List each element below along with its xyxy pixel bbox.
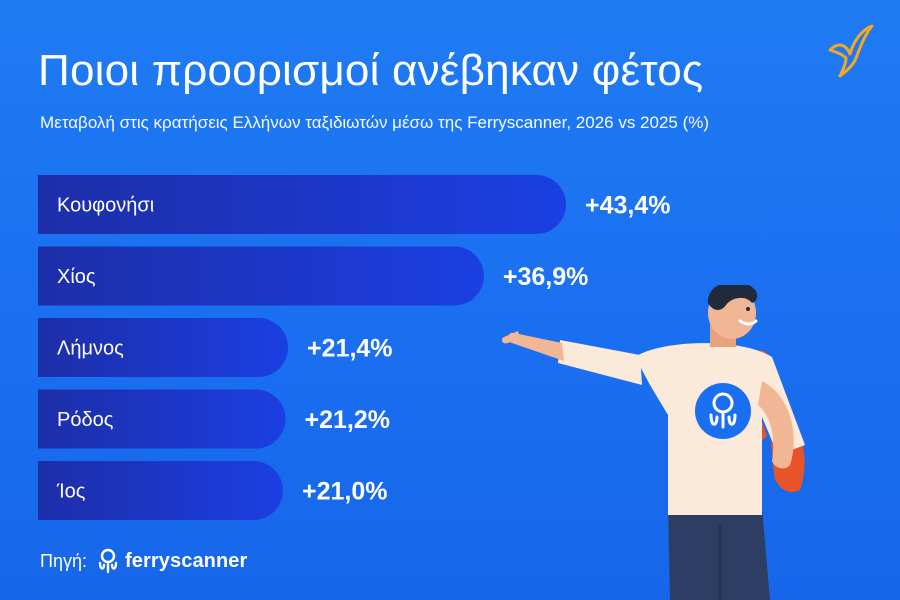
bar-0 [38,175,566,234]
category-label: Χίος [57,266,96,288]
bar-2 [38,318,289,377]
seagull-icon [828,24,874,78]
pointing-man-icon [501,285,805,600]
category-label: Ίος [56,481,86,503]
value-label: +21,2% [305,406,391,434]
value-label: +21,4% [307,335,393,363]
brand-name: ferryscanner [125,549,248,572]
chart-subtitle: Μεταβολή στις κρατήσεις Ελλήνων ταξιδιωτ… [40,113,710,132]
value-label: +43,4% [585,192,671,220]
value-label: +36,9% [503,263,589,291]
value-label: +21,0% [302,478,388,506]
ferryscanner-logo: ferryscanner [97,548,247,574]
chart-title: Ποιοι προορισμοί ανέβηκαν φέτος [38,46,704,95]
bar-3 [38,389,286,449]
bar-1 [38,246,484,306]
source-footer: Πηγή: ferryscanner [40,546,247,576]
category-label: Ρόδος [57,409,114,431]
category-label: Λήμνος [57,338,124,360]
category-label: Κουφονήσι [57,195,154,217]
ferryscanner-pin-icon [98,548,118,574]
bar-4 [38,461,283,520]
source-label: Πηγή: [40,550,88,571]
